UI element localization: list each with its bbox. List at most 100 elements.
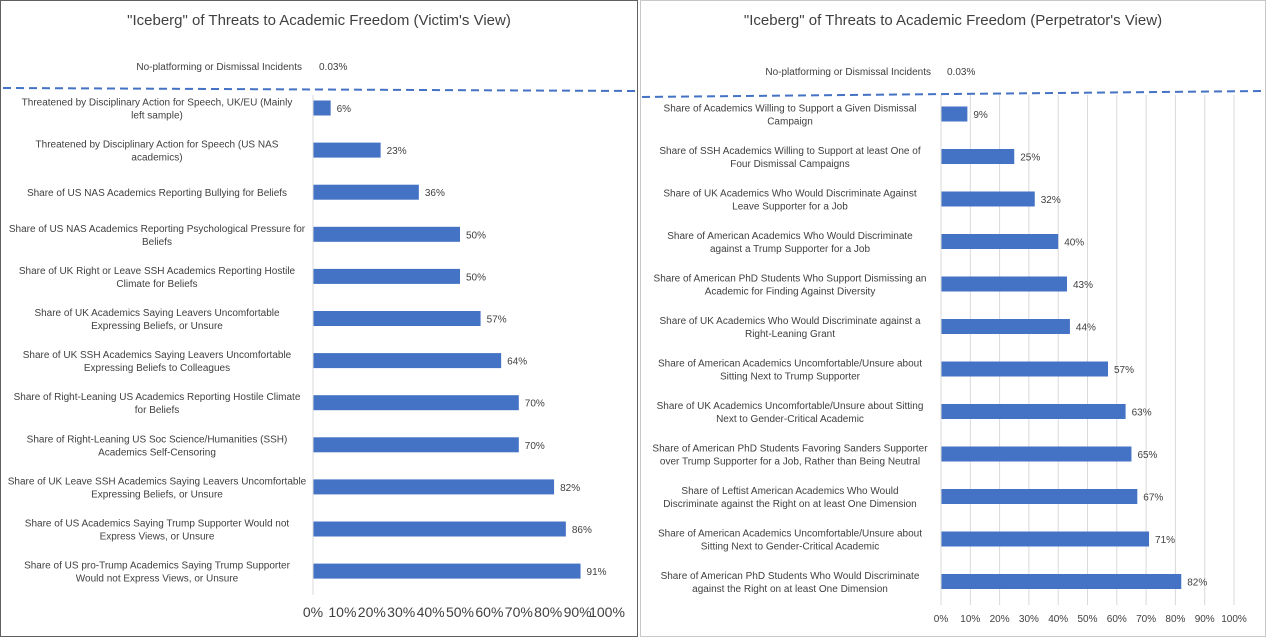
bar <box>313 521 566 537</box>
category-label: Share of Right-Leaning US Soc Science/Hu… <box>27 434 288 445</box>
category-label: against a Trump Supporter for a Job <box>710 244 871 255</box>
category-label: Next to Gender-Critical Academic <box>716 414 864 425</box>
x-tick-label: 90% <box>1195 614 1215 625</box>
category-label: Sitting Next to Gender-Critical Academic <box>701 542 879 553</box>
bar-value-label: 50% <box>466 230 486 241</box>
x-tick-label: 60% <box>1107 614 1127 625</box>
category-label: Express Views, or Unsure <box>100 532 215 543</box>
x-tick-label: 30% <box>387 604 415 620</box>
perpetrator-chart-svg: No-platforming or Dismissal Incidents 0.0… <box>652 67 1247 625</box>
category-label: Leave Supporter for a Job <box>732 202 848 213</box>
bar <box>313 268 460 284</box>
x-tick-label: 80% <box>1165 614 1185 625</box>
bar-value-label: 64% <box>507 357 527 368</box>
bar-value-label: 71% <box>1155 535 1175 546</box>
bar <box>313 437 519 453</box>
category-label: Share of American Academics Who Would Di… <box>667 231 913 242</box>
bar-value-label: 57% <box>487 315 507 326</box>
chart-panel-victim: "Iceberg" of Threats to Academic Freedom… <box>0 0 638 637</box>
category-label: Would not Express Views, or Unsure <box>76 574 239 585</box>
category-label: Right-Leaning Grant <box>745 329 835 340</box>
category-label: Share of US NAS Academics Reporting Psyc… <box>9 224 306 235</box>
bar <box>941 404 1126 419</box>
chart-panel-perpetrator: "Iceberg" of Threats to Academic Freedom… <box>640 0 1266 637</box>
x-tick-label: 20% <box>358 604 386 620</box>
bar-value-label: 36% <box>425 188 445 199</box>
bar-value-label: 50% <box>466 272 486 283</box>
category-label: Expressing Beliefs, or Unsure <box>91 489 223 500</box>
bar <box>941 149 1015 164</box>
x-tick-label: 80% <box>534 604 562 620</box>
category-label: Climate for Beliefs <box>116 279 197 290</box>
bar <box>313 184 419 200</box>
category-label: Share of American Academics Uncomfortabl… <box>658 529 922 540</box>
bar-value-label: 65% <box>1137 450 1157 461</box>
bar <box>313 395 519 411</box>
x-tick-label: 0% <box>934 614 949 625</box>
x-tick-label: 40% <box>1048 614 1068 625</box>
x-tick-label: 40% <box>417 604 445 620</box>
x-tick-label: 50% <box>446 604 474 620</box>
bar-value-label: 91% <box>587 567 607 578</box>
chart-title: "Iceberg" of Threats to Academic Freedom… <box>743 12 1163 29</box>
x-tick-label: 100% <box>589 604 625 620</box>
category-label: Share of UK SSH Academics Saying Leavers… <box>23 350 292 361</box>
bar <box>313 311 481 326</box>
category-label: Share of US Academics Saying Trump Suppo… <box>25 519 290 530</box>
category-label: Share of UK Leave SSH Academics Saying L… <box>8 476 307 487</box>
bar-value-label: 44% <box>1076 323 1096 334</box>
category-label: Share of American PhD Students Who Suppo… <box>654 274 927 285</box>
bar <box>313 226 460 242</box>
category-label: Expressing Beliefs, or Unsure <box>91 321 223 332</box>
bar-value-label: 82% <box>560 483 580 494</box>
category-label: Share of UK Academics Who Would Discrimi… <box>659 316 920 327</box>
category-label: over Trump Supporter for a Job, Rather t… <box>660 457 920 468</box>
category-label: Share of SSH Academics Willing to Suppor… <box>659 146 920 157</box>
category-label: Share of US pro-Trump Academics Saying T… <box>24 561 291 572</box>
category-label: Share of American PhD Students Favoring … <box>652 444 928 455</box>
category-label: for Beliefs <box>135 405 179 416</box>
x-tick-label: 10% <box>960 614 980 625</box>
category-label: Threatened by Disciplinary Action for Sp… <box>22 98 293 109</box>
bar <box>313 142 381 158</box>
category-label: Share of American Academics Uncomfortabl… <box>658 359 922 370</box>
category-label: Share of Academics Willing to Support a … <box>664 104 917 115</box>
bar-value-label: 70% <box>525 399 545 410</box>
x-tick-label: 100% <box>1221 614 1247 625</box>
bar-value-label: 86% <box>572 525 592 536</box>
bar-value-label: 82% <box>1187 578 1207 589</box>
bar <box>941 489 1138 504</box>
category-label: academics) <box>131 153 182 164</box>
bar <box>941 446 1132 462</box>
category-label: Share of UK Academics Who Would Discrimi… <box>663 189 916 200</box>
category-label: Beliefs <box>142 237 172 248</box>
bar <box>941 191 1035 207</box>
bar-value-label: 43% <box>1073 280 1093 291</box>
x-tick-label: 20% <box>990 614 1010 625</box>
bar-value-label: 40% <box>1064 238 1084 249</box>
bar-value-label: 6% <box>337 104 352 115</box>
bar <box>941 361 1109 377</box>
bar <box>941 531 1150 547</box>
category-label: left sample) <box>131 111 183 122</box>
category-label: Academic for Finding Against Diversity <box>705 287 876 298</box>
category-label: Academics Self-Censoring <box>98 447 216 458</box>
bar <box>313 353 502 369</box>
category-label: Share of American PhD Students Who Would… <box>661 571 920 582</box>
victim-chart-svg: No-platforming or Dismissal Incidents 0.0… <box>8 62 625 620</box>
category-label: Share of US NAS Academics Reporting Bull… <box>27 188 287 199</box>
chart-title: "Iceberg" of Threats to Academic Freedom… <box>127 12 511 29</box>
x-tick-label: 70% <box>1136 614 1156 625</box>
category-label: Expressing Beliefs to Colleagues <box>84 363 230 374</box>
category-label: Discriminate against the Right on at lea… <box>663 499 916 510</box>
category-label: Four Dismissal Campaigns <box>730 159 849 170</box>
bar-value-label: 32% <box>1041 195 1061 206</box>
bar-value-label: 67% <box>1143 493 1163 504</box>
bar-value-label: 23% <box>387 146 407 157</box>
x-tick-label: 30% <box>1019 614 1039 625</box>
bar <box>313 563 581 579</box>
bar-value-label: 63% <box>1132 408 1152 419</box>
bar-value-label: 70% <box>525 441 545 452</box>
bar <box>941 106 968 122</box>
top-item-label: No-platforming or Dismissal Incidents <box>136 62 302 73</box>
